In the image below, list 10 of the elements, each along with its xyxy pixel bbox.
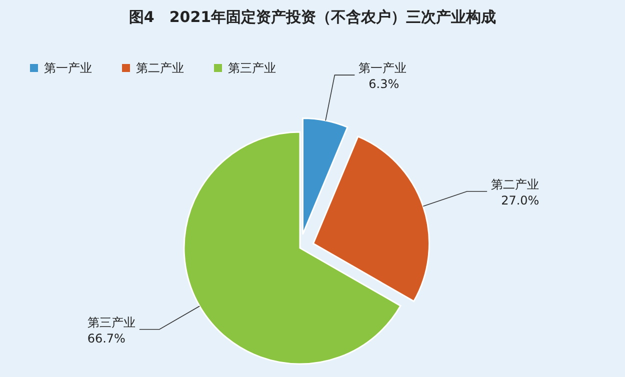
data-label: 27.0% — [501, 193, 540, 208]
legend-label: 第一产业 — [44, 61, 92, 75]
slice-label: 第三产业 — [87, 315, 136, 330]
slice-label: 第二产业 — [491, 177, 540, 192]
legend-label: 第三产业 — [228, 61, 276, 75]
data-label: 66.7% — [87, 331, 126, 346]
legend-label: 第二产业 — [136, 61, 184, 75]
data-label: 6.3% — [368, 77, 400, 92]
chart-title: 图4 2021年固定资产投资（不含农户）三次产业构成 — [128, 8, 496, 26]
slice-label: 第一产业 — [358, 61, 407, 76]
